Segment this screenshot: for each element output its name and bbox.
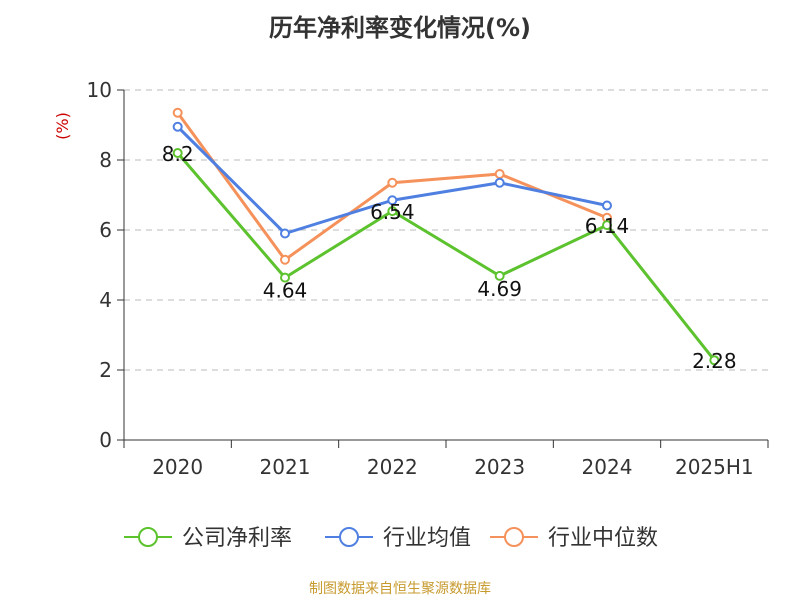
data-label: 8.2 — [162, 142, 194, 166]
series-1 — [172, 121, 612, 239]
data-point — [172, 121, 183, 132]
data-label: 2.28 — [692, 349, 737, 373]
x-tick-label: 2020 — [152, 455, 203, 479]
data-point — [709, 355, 720, 366]
x-tick-label: 2023 — [474, 455, 525, 479]
y-axis-unit-label: (%) — [53, 112, 72, 140]
series-0 — [172, 148, 720, 366]
data-label: 4.69 — [477, 277, 522, 301]
legend-marker — [339, 527, 359, 547]
legend-marker — [138, 527, 158, 547]
y-tick-label: 0 — [99, 428, 112, 452]
legend-label: 行业中位数 — [548, 526, 658, 551]
grid-lines — [124, 89, 768, 371]
data-point — [494, 270, 505, 281]
data-point — [172, 107, 183, 118]
legend: 公司净利率 行业均值 行业中位数 — [124, 526, 658, 551]
series — [172, 107, 720, 366]
data-label: 4.64 — [263, 279, 308, 303]
data-point — [280, 228, 290, 239]
chart-title: 历年净利率变化情况(%) — [269, 14, 531, 42]
data-point — [172, 148, 183, 158]
data-point — [602, 200, 612, 211]
data-label: 6.14 — [585, 214, 630, 238]
legend-label: 行业均值 — [383, 526, 471, 551]
series-line — [176, 152, 716, 362]
data-point — [494, 169, 505, 179]
y-tick-label: 4 — [99, 288, 112, 312]
x-tick-label: 2025H1 — [675, 455, 754, 479]
data-point — [280, 254, 290, 265]
data-point — [280, 272, 290, 283]
legend-label: 公司净利率 — [182, 526, 292, 551]
legend-item-2: 行业中位数 — [490, 526, 658, 551]
data-labels: 8.2 4.64 6.54 4.69 6.14 2.28 — [162, 142, 737, 373]
data-point — [494, 177, 505, 188]
data-point — [387, 177, 398, 188]
data-label: 6.54 — [370, 200, 415, 224]
y-tick-label: 6 — [99, 218, 112, 242]
x-tick-label: 2024 — [582, 455, 633, 479]
y-tick-label: 10 — [87, 78, 112, 102]
legend-marker — [504, 527, 524, 547]
legend-item-0: 公司净利率 — [124, 526, 292, 551]
data-point — [387, 195, 398, 206]
y-tick-label: 2 — [99, 358, 112, 382]
y-tick-label: 8 — [99, 148, 112, 172]
x-tick-label: 2022 — [367, 455, 418, 479]
data-point — [602, 220, 612, 231]
legend-item-1: 行业均值 — [325, 526, 471, 551]
data-point — [387, 206, 398, 217]
data-source-note: 制图数据来自恒生聚源数据库 — [309, 581, 491, 597]
x-tick-label: 2021 — [260, 455, 311, 479]
axes: 0 2 4 6 8 10 2020 2021 2022 2023 2024 2025H1 — [87, 78, 769, 479]
series-2 — [172, 107, 612, 265]
